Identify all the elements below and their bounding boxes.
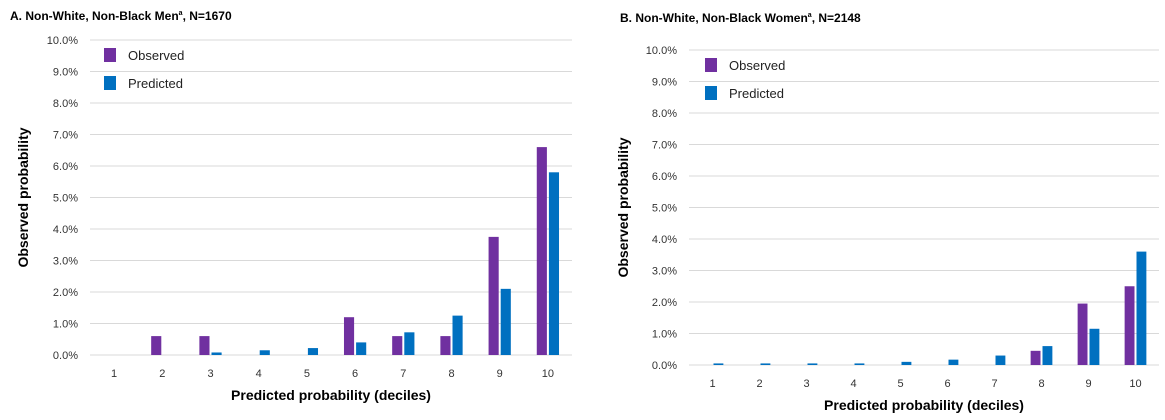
predicted-bar — [211, 352, 222, 355]
x-axis-title: Predicted probability (deciles) — [231, 387, 431, 403]
x-axis-title: Predicted probability (deciles) — [824, 397, 1024, 413]
y-tick-label: 2.0% — [652, 297, 677, 309]
chart-title: B. Non-White, Non-Black Womena, N=2148 — [620, 11, 861, 25]
y-tick-label: 6.0% — [652, 171, 677, 183]
y-tick-label: 3.0% — [53, 256, 78, 268]
predicted-bar — [807, 363, 818, 365]
x-tick-label: 1 — [709, 378, 715, 390]
legend-swatch — [705, 86, 717, 100]
y-tick-label: 3.0% — [652, 266, 677, 278]
x-tick-label: 4 — [850, 378, 856, 390]
y-axis-title: Observed probability — [15, 127, 31, 267]
y-tick-label: 4.0% — [53, 224, 78, 236]
y-tick-label: 1.0% — [53, 319, 78, 331]
legend-swatch — [705, 58, 717, 72]
observed-bar — [343, 317, 355, 355]
y-tick-label: 10.0% — [646, 45, 677, 57]
y-tick-label: 7.0% — [652, 140, 677, 152]
predicted-bar — [901, 361, 912, 365]
x-tick-label: 5 — [897, 378, 903, 390]
predicted-bar — [1136, 251, 1147, 365]
bar-chart-women: 0.0% 1.0% 2.0% 3.0% 4.0% 5.0% 6.0% 7.0% 8.0% 9.0%… — [615, 45, 1159, 413]
legend-swatch — [104, 76, 116, 90]
legend-label: Predicted — [729, 86, 784, 101]
predicted-bar — [713, 363, 724, 365]
predicted-bar — [404, 332, 415, 355]
chart-title-text: A. Non-White, Non-Black Men — [10, 9, 179, 23]
y-tick-label: 5.0% — [53, 193, 78, 205]
y-tick-label: 9.0% — [53, 67, 78, 79]
y-tick-label: 2.0% — [53, 287, 78, 299]
predicted-bar — [760, 363, 771, 365]
y-axis-title: Observed probability — [615, 137, 631, 277]
x-tick-label: 8 — [1038, 378, 1044, 390]
chart-title-count: , N=1670 — [182, 9, 232, 23]
x-tick-label: 1 — [111, 368, 117, 380]
y-tick-label: 8.0% — [652, 108, 677, 120]
predicted-bar — [1089, 328, 1100, 365]
predicted-bar — [307, 348, 319, 355]
x-tick-label: 9 — [1085, 378, 1091, 390]
legend-label: Observed — [128, 48, 184, 63]
predicted-bar — [500, 288, 511, 355]
predicted-bar — [854, 363, 865, 365]
chart-title-text: B. Non-White, Non-Black Women — [620, 11, 808, 25]
chart-panel-men: A. Non-White, Non-Black Mena, N=1670 0.0… — [0, 0, 582, 420]
legend-label: Observed — [729, 58, 785, 73]
predicted-bar — [356, 342, 367, 355]
y-tick-label: 7.0% — [53, 130, 78, 142]
x-tick-label: 10 — [542, 368, 554, 380]
observed-bar — [199, 336, 210, 355]
x-tick-label: 4 — [256, 368, 262, 380]
y-tick-label: 8.0% — [53, 98, 78, 110]
predicted-bar — [548, 172, 560, 355]
x-tick-label: 3 — [803, 378, 809, 390]
observed-bar — [488, 236, 499, 355]
predicted-bar — [452, 315, 463, 355]
bar-chart-men: 0.0% 1.0% 2.0% 3.0% 4.0% 5.0% 6.0% 7.0% 8.0% 9.0%… — [15, 35, 572, 403]
x-tick-label: 7 — [991, 378, 997, 390]
legend-label: Predicted — [128, 76, 183, 91]
observed-bar — [1077, 303, 1088, 365]
x-tick-label: 9 — [497, 368, 503, 380]
y-tick-label: 5.0% — [652, 203, 677, 215]
predicted-bar — [948, 359, 959, 365]
predicted-bar — [995, 355, 1006, 365]
x-tick-label: 5 — [304, 368, 310, 380]
observed-bar — [536, 147, 547, 355]
y-tick-label: 0.0% — [652, 360, 677, 372]
x-tick-label: 2 — [756, 378, 762, 390]
chart-title-count: , N=2148 — [811, 11, 861, 25]
x-tick-label: 7 — [400, 368, 406, 380]
x-tick-label: 10 — [1129, 378, 1141, 390]
chart-title-superscript: a — [178, 10, 183, 17]
chart-title: A. Non-White, Non-Black Mena, N=1670 — [10, 9, 232, 23]
x-tick-label: 2 — [159, 368, 165, 380]
x-tick-label: 8 — [448, 368, 454, 380]
predicted-bar — [1042, 346, 1053, 365]
x-tick-label: 6 — [352, 368, 358, 380]
observed-bar — [440, 336, 451, 355]
observed-bar — [1124, 286, 1135, 365]
predicted-bar — [259, 350, 270, 355]
y-tick-label: 9.0% — [652, 77, 677, 89]
observed-bar — [392, 336, 403, 355]
chart-panel-women: B. Non-White, Non-Black Womena, N=2148 0… — [582, 0, 1165, 420]
y-tick-label: 4.0% — [652, 234, 677, 246]
legend-swatch — [104, 48, 116, 62]
y-tick-label: 6.0% — [53, 161, 78, 173]
x-tick-label: 6 — [944, 378, 950, 390]
y-tick-label: 1.0% — [652, 329, 677, 341]
y-tick-label: 0.0% — [53, 350, 78, 362]
x-tick-label: 3 — [207, 368, 213, 380]
chart-title-superscript: a — [807, 12, 812, 19]
observed-bar — [151, 336, 162, 355]
y-tick-label: 10.0% — [47, 35, 78, 47]
observed-bar — [1030, 350, 1041, 365]
